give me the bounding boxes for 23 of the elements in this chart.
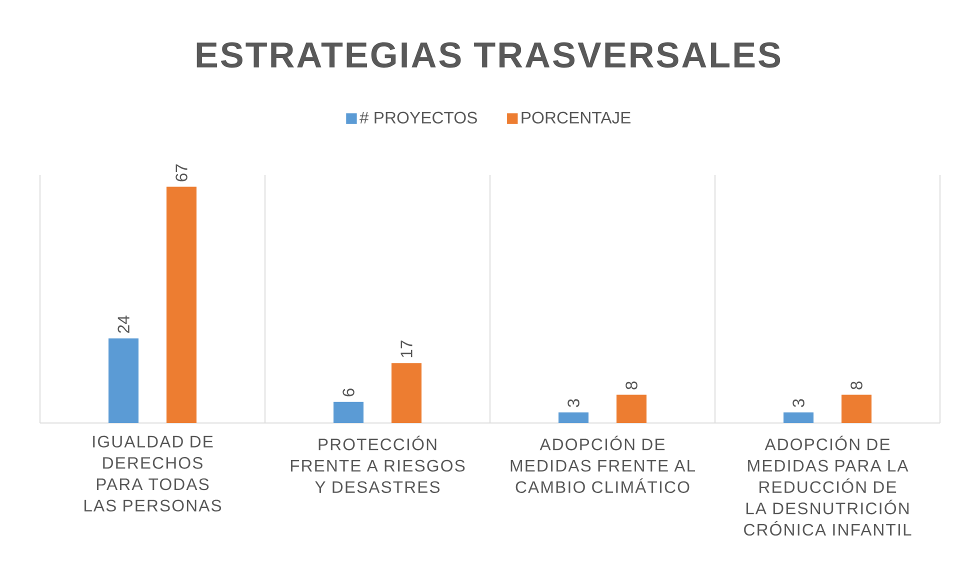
bar [616, 394, 647, 423]
bar [842, 394, 872, 423]
legend-label: # PROYECTOS [360, 112, 477, 124]
data-label: 8 [850, 382, 862, 390]
bar [166, 186, 197, 423]
data-label: 24 [118, 316, 130, 333]
bar [334, 402, 364, 423]
data-label: 3 [568, 399, 580, 408]
bar [784, 412, 814, 423]
data-label: 8 [626, 382, 638, 390]
data-label: 17 [400, 340, 412, 358]
data-label: 3 [792, 399, 804, 408]
bar [108, 338, 139, 423]
data-label: 67 [176, 164, 188, 182]
x-tick-label: ADOPCIÓN DE MEDIDAS FRENTE AL CAMBIO CLIMÁTICO [510, 436, 695, 493]
data-label: 6 [342, 388, 354, 396]
bar [392, 363, 422, 423]
legend-label: PORCENTAJE [522, 112, 630, 124]
bar [558, 412, 589, 423]
x-tick-label: ADOPCIÓN DE MEDIDAS PARA LA REDUCCIÓN DE LA DESNUTRICIÓN CRÓNICA INFANTIL [744, 436, 912, 536]
x-tick-label: IGUALDAD DE DERECHOS PARA TODAS LAS PERSONAS [84, 436, 222, 512]
chart-title: ESTRATEGIAS TRASVERSALES [196, 42, 780, 68]
x-tick-label: PROTECCIÓN FRENTE A RIESGOS Y DESASTRES [290, 436, 465, 493]
